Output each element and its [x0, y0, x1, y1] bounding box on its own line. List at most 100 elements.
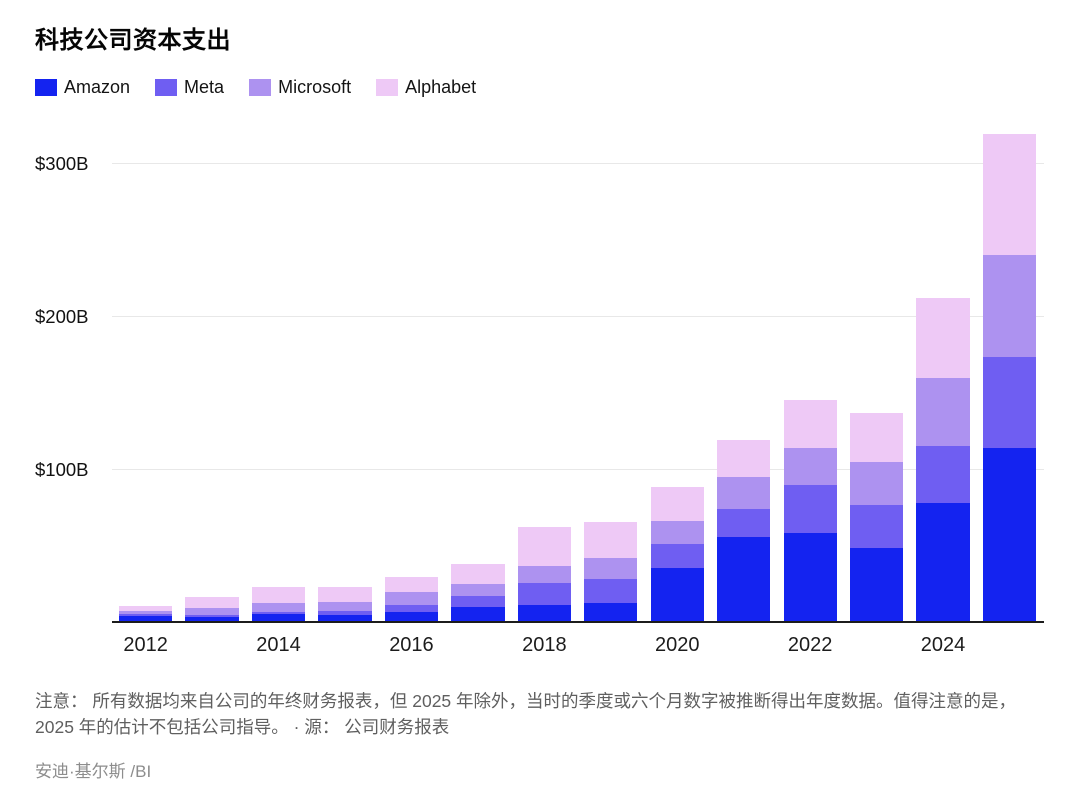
bar-segment-microsoft-2022 [783, 448, 837, 485]
bar-2017 [451, 563, 505, 622]
bar-segment-microsoft-2018 [517, 565, 571, 584]
legend: Amazon Meta Microsoft Alphabet [35, 77, 476, 98]
x-axis-tick-label: 2018 [522, 634, 567, 656]
y-axis-tick-label: $100B [35, 459, 89, 480]
x-axis-tick-label: 2012 [123, 634, 168, 656]
bar-2024 [916, 297, 970, 622]
bar-segment-alphabet-2021 [717, 439, 771, 478]
y-axis-tick-label: $200B [35, 306, 89, 327]
bar-segment-microsoft-2015 [318, 602, 372, 612]
bar-segment-amazon-2013 [185, 616, 239, 622]
x-axis-tick-label: 2014 [256, 634, 301, 656]
bar-segment-amazon-2019 [584, 602, 638, 622]
bar-segment-meta-2013 [185, 614, 239, 617]
bar-segment-microsoft-2017 [451, 583, 505, 597]
bar-segment-microsoft-2016 [384, 592, 439, 605]
bar-segment-alphabet-2016 [384, 576, 439, 593]
bar-2022 [783, 399, 837, 622]
bar-segment-alphabet-2019 [584, 522, 638, 559]
bar-segment-amazon-2018 [517, 604, 571, 622]
bar-segment-meta-2021 [717, 508, 771, 538]
gridline-$100B [112, 469, 1044, 470]
bar-segment-alphabet-2014 [251, 586, 306, 604]
legend-swatch-icon [155, 79, 178, 96]
bar-2015 [318, 586, 372, 622]
chart-title: 科技公司资本支出 [35, 27, 231, 54]
bar-segment-microsoft-2021 [717, 477, 771, 509]
legend-label: Alphabet [405, 77, 477, 97]
bar-segment-microsoft-2012 [119, 610, 173, 615]
bar-segment-microsoft-2024 [916, 377, 970, 447]
legend-label: Meta [184, 77, 225, 97]
bar-segment-meta-2023 [849, 505, 904, 549]
bar-segment-microsoft-2025 [982, 254, 1037, 358]
y-axis-tick-label: $300B [35, 153, 89, 174]
gridline-$200B [112, 316, 1044, 317]
bar-segment-meta-2024 [916, 446, 970, 504]
x-axis-tick-label: 2020 [655, 634, 700, 656]
bar-segment-alphabet-2013 [185, 596, 239, 609]
bar-segment-amazon-2014 [251, 614, 306, 622]
legend-label: Microsoft [278, 77, 352, 97]
bar-2014 [251, 586, 306, 622]
bar-segment-alphabet-2023 [849, 413, 904, 463]
legend-swatch-icon [35, 79, 57, 96]
bar-segment-amazon-2017 [451, 606, 505, 622]
bar-segment-microsoft-2023 [849, 462, 904, 506]
bar-segment-microsoft-2013 [185, 608, 239, 615]
bar-2013 [185, 596, 239, 622]
bar-2021 [717, 439, 771, 622]
bar-segment-meta-2019 [584, 579, 638, 603]
bar-segment-microsoft-2019 [584, 558, 638, 580]
bar-segment-alphabet-2012 [119, 605, 173, 611]
bar-segment-meta-2016 [384, 604, 439, 612]
bar-segment-alphabet-2022 [783, 399, 837, 449]
credit-byline: 安迪·基尔斯 /BI [35, 762, 152, 781]
bar-segment-amazon-2023 [849, 548, 904, 622]
bar-2018 [517, 527, 571, 622]
bar-2012 [119, 605, 173, 622]
x-axis-tick-label: 2016 [389, 634, 434, 656]
bar-2020 [650, 486, 704, 622]
legend-item-microsoft: Microsoft [249, 77, 351, 98]
x-axis-line [112, 621, 1044, 623]
gridline-$300B [112, 163, 1044, 164]
bar-segment-amazon-2024 [916, 503, 970, 622]
legend-swatch-icon [249, 79, 272, 96]
bar-2016 [384, 576, 439, 622]
x-axis-tick-label: 2024 [920, 634, 966, 656]
bar-2023 [849, 413, 904, 622]
bar-2019 [584, 522, 638, 622]
footnote: 注意： 所有数据均来自公司的年终财务报表，但 2025 年除外，当时的季度或六个… [35, 691, 1017, 737]
bar-segment-microsoft-2020 [650, 520, 704, 545]
legend-item-alphabet: Alphabet [376, 77, 476, 98]
legend-item-meta: Meta [155, 77, 224, 98]
bar-segment-amazon-2022 [783, 532, 837, 622]
bar-segment-alphabet-2025 [982, 133, 1037, 255]
bar-segment-amazon-2015 [318, 614, 372, 622]
bar-segment-meta-2020 [650, 544, 704, 569]
bar-segment-amazon-2020 [650, 568, 704, 622]
bar-segment-alphabet-2015 [318, 586, 372, 603]
bar-segment-meta-2025 [982, 357, 1037, 449]
bar-segment-meta-2017 [451, 596, 505, 607]
bar-segment-meta-2018 [517, 583, 571, 605]
bar-segment-amazon-2012 [119, 616, 173, 622]
bar-segment-meta-2012 [119, 614, 173, 617]
x-axis-tick-label: 2022 [787, 634, 833, 656]
bar-2025 [982, 133, 1037, 622]
bar-segment-alphabet-2018 [517, 527, 571, 566]
legend-item-amazon: Amazon [35, 77, 130, 98]
bar-segment-meta-2014 [251, 611, 306, 615]
bar-segment-alphabet-2024 [916, 297, 970, 378]
bar-segment-amazon-2025 [982, 448, 1037, 622]
bar-segment-microsoft-2014 [251, 603, 306, 612]
bar-segment-amazon-2016 [384, 611, 439, 622]
legend-swatch-icon [376, 79, 399, 96]
bar-segment-meta-2015 [318, 611, 372, 615]
bar-segment-meta-2022 [783, 484, 837, 533]
bar-segment-alphabet-2020 [650, 486, 704, 521]
legend-label: Amazon [64, 77, 131, 97]
bar-segment-alphabet-2017 [451, 563, 505, 584]
